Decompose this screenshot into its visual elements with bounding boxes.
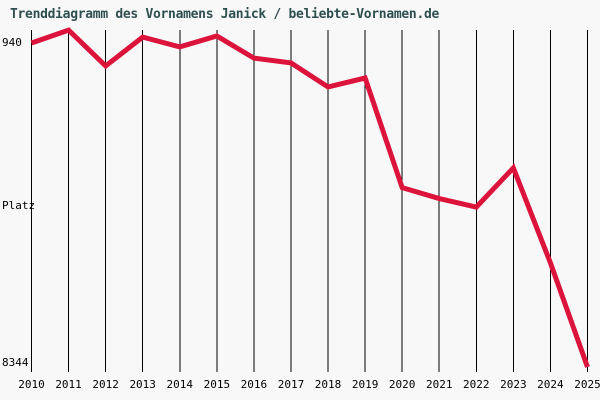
x-tick-label-2016: 2016 bbox=[240, 378, 268, 391]
x-tick-label-2022: 2022 bbox=[463, 378, 490, 391]
x-tick-label-2024: 2024 bbox=[537, 378, 564, 391]
y-axis-end-value: 8344 bbox=[2, 356, 29, 369]
x-tick-label-2025: 2025 bbox=[574, 378, 600, 391]
x-tick-label-2017: 2017 bbox=[277, 378, 305, 391]
x-tick-label-2018: 2018 bbox=[314, 378, 342, 391]
x-tick-label-2023: 2023 bbox=[500, 378, 527, 391]
x-tick-label-2019: 2019 bbox=[351, 378, 379, 391]
x-tick-label-2011: 2011 bbox=[55, 378, 82, 391]
x-tick-label-2014: 2014 bbox=[166, 378, 194, 391]
y-axis-title: Platz bbox=[2, 199, 36, 212]
chart-title: Trenddiagramm des Vornamens Janick / bel… bbox=[10, 7, 440, 22]
x-tick-label-2015: 2015 bbox=[203, 378, 231, 391]
y-axis-start-value: 940 bbox=[2, 36, 22, 49]
x-tick-label-2012: 2012 bbox=[92, 378, 119, 391]
x-tick-label-2020: 2020 bbox=[388, 378, 416, 391]
x-tick-label-2013: 2013 bbox=[129, 378, 156, 391]
x-tick-label-2010: 2010 bbox=[18, 378, 45, 391]
x-tick-label-2021: 2021 bbox=[425, 378, 453, 391]
trend-line bbox=[30, 27, 590, 368]
